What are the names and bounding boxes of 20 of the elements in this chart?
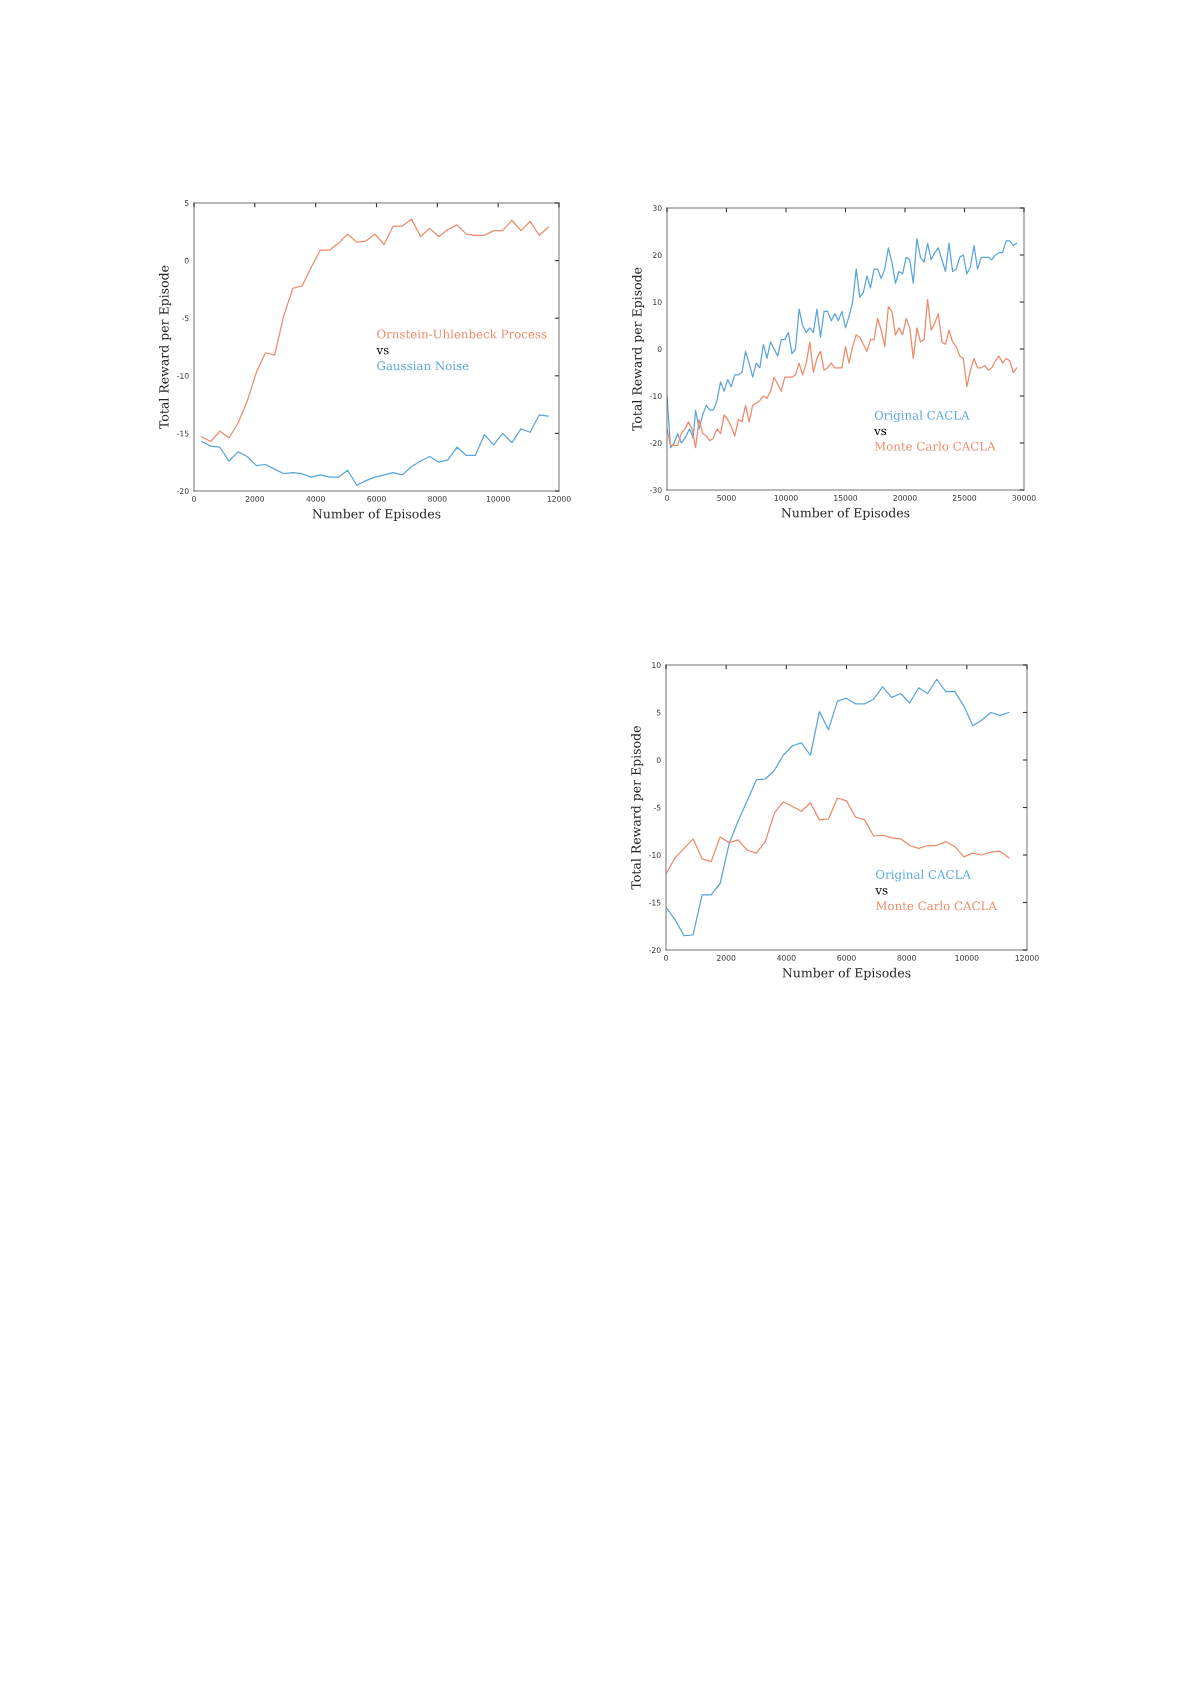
line-series [666,678,1010,937]
text: Monte Carlo CACLA [875,901,998,911]
annotation: vs [376,347,389,355]
text: Monte Carlo CACLA [874,441,996,451]
line-series [200,218,549,443]
y-axis-title: Total Reward per Episode [632,267,645,431]
text: Ornstein-Uhlenbeck Process [377,329,547,339]
y-axis-title: Total Reward per Episode [631,726,644,890]
annotation: vs [874,428,887,436]
line-series [200,414,549,486]
x-axis-title: Number of Episodes [782,967,911,980]
annotation: vs [875,888,888,895]
text: Original CACLA [874,410,970,423]
line-series [667,237,1018,449]
text: Gaussian Noise [377,361,469,371]
line-series [667,299,1018,449]
y-axis-title: Total Reward per Episode [159,265,172,429]
text: Original CACLA [876,869,972,882]
x-axis-title: Number of Episodes [312,508,441,521]
x-axis-title: Number of Episodes [781,507,910,520]
